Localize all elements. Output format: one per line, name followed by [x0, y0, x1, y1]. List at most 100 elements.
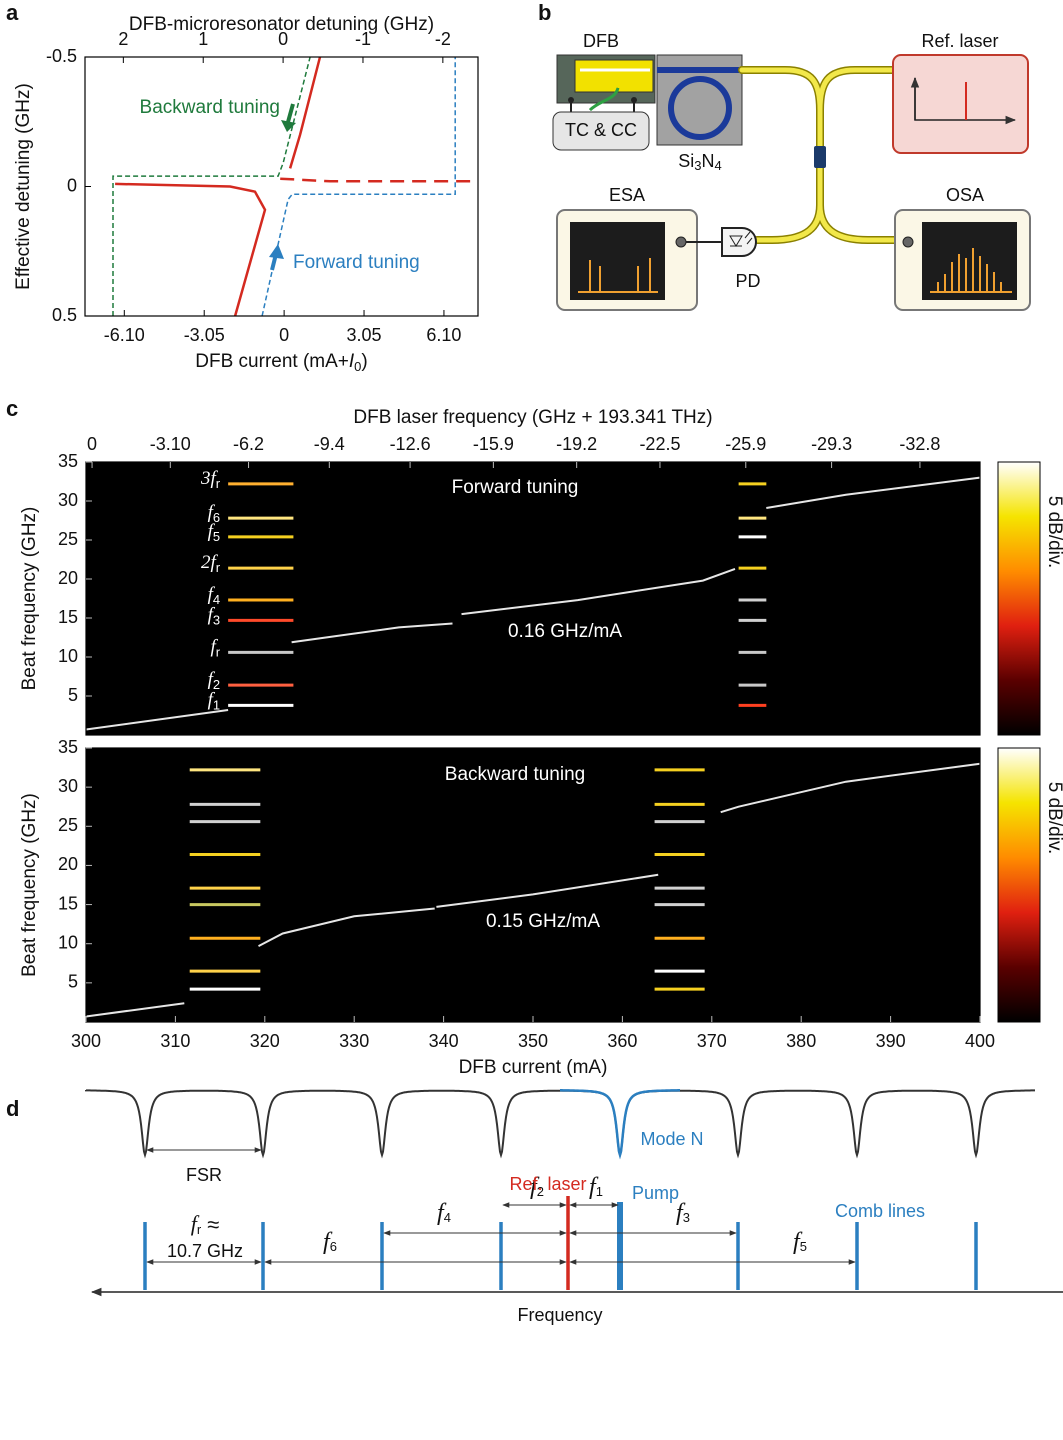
x-tick-label: 0: [279, 325, 289, 345]
panel-label: a: [6, 0, 19, 25]
label: f1: [589, 1174, 603, 1200]
x-tick-label: -3.05: [184, 325, 225, 345]
x2-tick-label: -19.2: [556, 434, 597, 454]
label: Ref. laser: [921, 31, 998, 51]
x-tick-label: 300: [71, 1031, 101, 1051]
tuning-curve: [112, 56, 311, 316]
label: r: [216, 561, 221, 576]
y-tick-label: 15: [58, 893, 78, 913]
label: N: [702, 151, 715, 171]
x-axis-label: DFB current (mA+I0): [195, 351, 367, 374]
screen: [922, 222, 1017, 300]
label: f: [208, 521, 216, 542]
beat-note-trace: [85, 762, 981, 1018]
x-tick-label: 310: [160, 1031, 190, 1051]
x-axis-label: DFB current (mA): [459, 1057, 608, 1078]
label: Pump: [632, 1183, 679, 1203]
label: Comb lines: [835, 1201, 925, 1221]
spectrum-icon: [578, 258, 658, 293]
x2-tick-label: -29.3: [811, 434, 852, 454]
label: f: [530, 1174, 540, 1200]
axis-label: Frequency: [517, 1305, 602, 1325]
label: f: [208, 584, 216, 605]
tc-cc-box: [552, 111, 650, 151]
spectrum-icon: [930, 248, 1012, 293]
dfb-laser: [574, 59, 654, 93]
label: f: [191, 1211, 200, 1236]
label: f6: [323, 1229, 337, 1255]
y-tick-label: 5: [68, 685, 78, 705]
x-tick-label: 380: [786, 1031, 816, 1051]
x2-axis-label: DFB-microresonator detuning (GHz): [129, 14, 434, 35]
y-tick-label: 5: [68, 972, 78, 992]
x2-tick-label: -2: [435, 29, 451, 49]
chart: -0.5 0 0.5 -6.10 -3.05 0 3.05 6.10 2 1 0 -1 -2DFB-mi…: [13, 14, 479, 374]
y-axis-label: Effective detuning (GHz): [13, 83, 34, 290]
label: OSA: [946, 185, 984, 205]
y-tick-label: 20: [58, 854, 78, 874]
beat-note-trace: [85, 476, 981, 731]
colorbar-label: 5 dB/div.: [1044, 782, 1063, 855]
x2-tick-label: -3.10: [150, 434, 191, 454]
ref-laser-box: [892, 54, 1029, 154]
fiber: [738, 66, 909, 244]
panel-label: b: [538, 0, 551, 25]
x2-axis-label: DFB laser frequency (GHz + 193.341 THz): [353, 407, 712, 428]
colorbar: [997, 461, 1041, 736]
label: 4: [213, 592, 220, 607]
wire: [588, 87, 620, 112]
annotation: Forward tuning: [293, 252, 420, 273]
label: f: [208, 503, 216, 524]
y-tick-label: 20: [58, 568, 78, 588]
label: Ref. laser: [509, 1174, 586, 1194]
y-tick-label: 10: [58, 932, 78, 952]
label: f1: [208, 690, 221, 713]
plot-background: [86, 748, 980, 1022]
y-tick-label: -0.5: [46, 46, 77, 66]
colorbar-label: 5 dB/div.: [1044, 496, 1063, 569]
label: 3: [213, 613, 220, 628]
label: f6: [208, 503, 221, 526]
annotation: 0.16 GHz/mA: [508, 621, 622, 642]
plot-frame: [84, 56, 479, 317]
panel-label: d: [6, 1096, 19, 1121]
label: 3: [683, 1210, 690, 1225]
x-tick-label: 370: [697, 1031, 727, 1051]
label: r: [216, 476, 221, 491]
y-axis-label: Beat frequency (GHz): [19, 507, 40, 691]
arrow-head: [281, 120, 296, 132]
x2-tick-label: -25.9: [725, 434, 766, 454]
x-tick-label: 360: [607, 1031, 637, 1051]
label: 1: [596, 1184, 603, 1199]
x2-tick-label: -1: [355, 29, 371, 49]
label: 3fr: [200, 468, 221, 491]
label: 4: [444, 1210, 451, 1225]
label: r: [216, 645, 221, 660]
x2-tick-label: -22.5: [639, 434, 680, 454]
label: f3: [208, 605, 221, 628]
label: 4: [715, 158, 722, 173]
label: Si: [678, 151, 694, 171]
x-tick-label: 320: [250, 1031, 280, 1051]
label: 1: [213, 698, 220, 713]
y-axis-label: Beat frequency (GHz): [19, 793, 40, 977]
x-tick-label: 400: [965, 1031, 995, 1051]
label: 2fr: [201, 552, 221, 575]
label: f5: [793, 1229, 807, 1255]
label: f: [323, 1229, 333, 1255]
photodiode: [721, 227, 757, 257]
label: f5: [208, 521, 221, 544]
x2-tick-label: 1: [198, 29, 208, 49]
label: DFB: [583, 31, 619, 51]
label: f: [208, 669, 216, 690]
x2-tick-label: 0: [278, 29, 288, 49]
label: 2f: [201, 552, 219, 573]
x2-tick-label: -32.8: [899, 434, 940, 454]
arrow: [286, 103, 295, 123]
y-tick-label: 0.5: [52, 305, 77, 325]
label-part: I: [349, 351, 355, 372]
label-part: ): [361, 351, 367, 372]
y-tick-label: 30: [58, 490, 78, 510]
